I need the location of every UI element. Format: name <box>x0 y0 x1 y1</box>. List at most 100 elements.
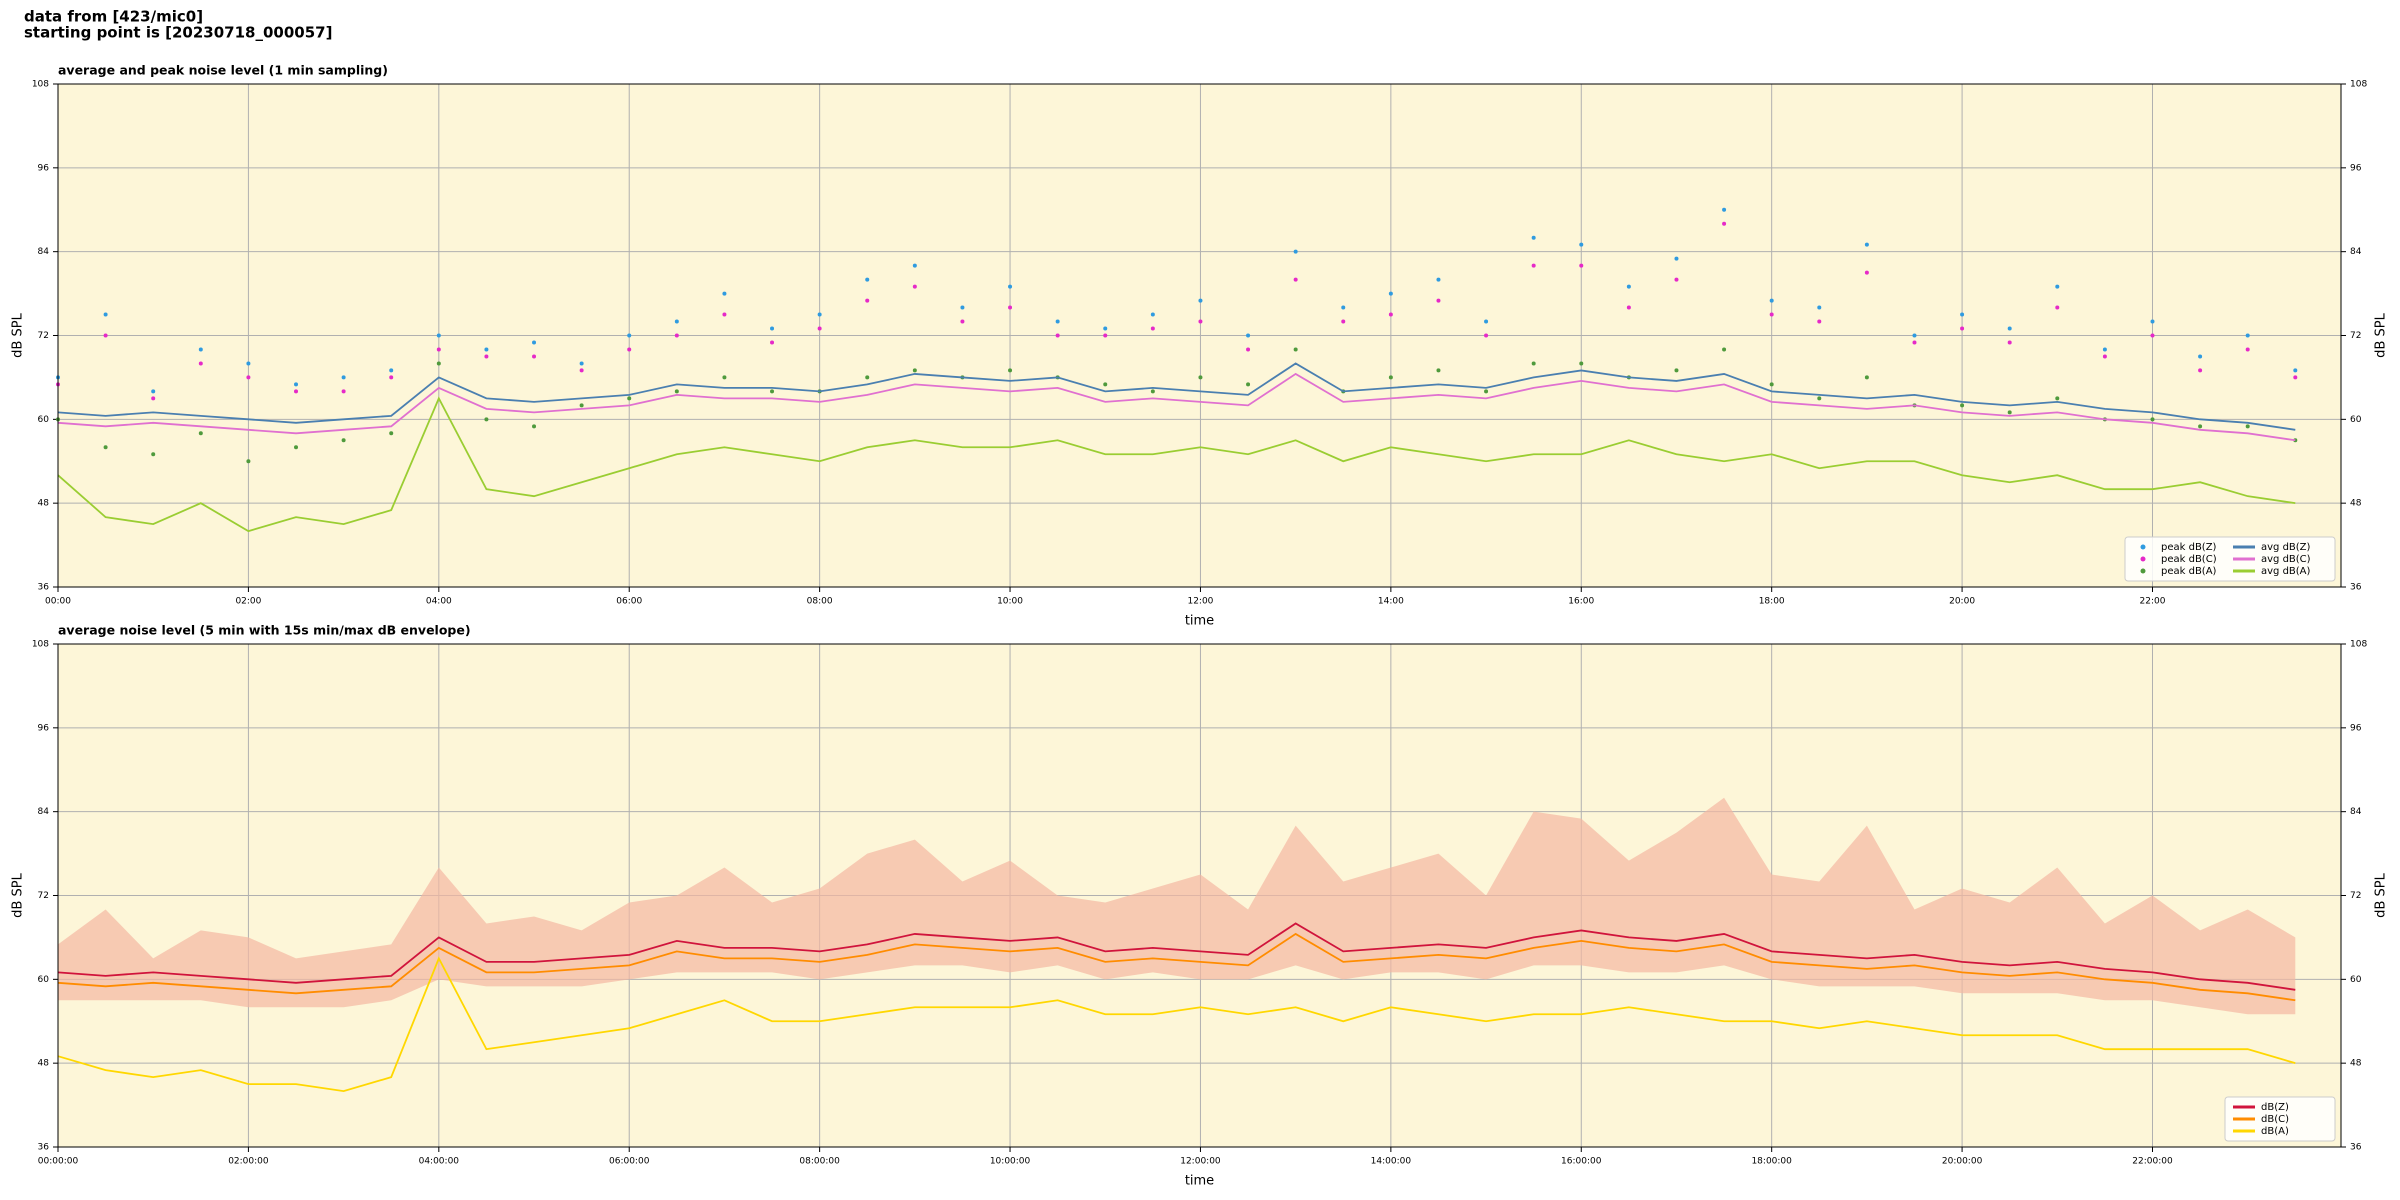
x-tick-label: 22:00:00 <box>2132 1157 2173 1167</box>
y-tick-label: 72 <box>38 891 49 901</box>
peak-point <box>341 389 346 394</box>
peak-point <box>246 375 251 380</box>
peak-point <box>627 333 632 338</box>
peak-point <box>1008 305 1013 310</box>
peak-point <box>1769 298 1774 303</box>
y2-tick-label: 36 <box>2350 583 2362 593</box>
y-tick-label: 36 <box>38 1143 50 1153</box>
x-tick-label: 20:00 <box>1949 597 1975 607</box>
peak-point <box>1579 361 1584 366</box>
plot-frame <box>57 643 2342 1148</box>
y-tick-label: 96 <box>38 723 50 733</box>
peak-point <box>246 361 251 366</box>
peak-point <box>341 438 346 443</box>
peak-point <box>1531 263 1536 268</box>
peak-point <box>579 361 584 366</box>
legend-label: peak dB(C) <box>2161 554 2217 565</box>
y2-tick-label: 96 <box>2350 163 2362 173</box>
x-tick-label: 12:00:00 <box>1180 1157 1221 1167</box>
peak-point <box>2102 354 2107 359</box>
peak-point <box>151 452 156 457</box>
peak-point <box>2150 417 2155 422</box>
peak-point <box>2150 319 2155 324</box>
peak-point <box>1531 235 1536 240</box>
x-tick-label: 18:00:00 <box>1751 1157 1792 1167</box>
legend-label: avg dB(A) <box>2261 566 2311 577</box>
peak-point <box>389 375 394 380</box>
peak-point <box>246 459 251 464</box>
peak-point <box>2055 305 2060 310</box>
peak-point <box>1198 375 1203 380</box>
peak-point <box>1531 361 1536 366</box>
peak-point <box>1198 298 1203 303</box>
y2-tick-label: 108 <box>2350 640 2367 650</box>
peak-point <box>2198 424 2203 429</box>
peak-point <box>770 389 775 394</box>
peak-point <box>1293 249 1298 254</box>
peak-point <box>532 340 537 345</box>
y-tick-label: 108 <box>32 80 49 90</box>
peak-point <box>532 354 537 359</box>
peak-point <box>817 312 822 317</box>
peak-point <box>1198 319 1203 324</box>
peak-point <box>627 347 632 352</box>
peak-point <box>674 389 679 394</box>
peak-point <box>865 277 870 282</box>
legend-label: peak dB(Z) <box>2161 542 2217 553</box>
legend-label: dB(A) <box>2261 1126 2289 1137</box>
x-tick-label: 08:00:00 <box>799 1157 840 1167</box>
x-tick-label: 16:00:00 <box>1561 1157 1602 1167</box>
peak-point <box>960 319 965 324</box>
peak-point <box>341 375 346 380</box>
series-line <box>57 922 2296 991</box>
x-tick-label: 22:00 <box>2140 597 2166 607</box>
peak-point <box>1817 319 1822 324</box>
peak-point <box>1579 242 1584 247</box>
peak-point <box>1769 382 1774 387</box>
y-tick-label: 60 <box>38 975 50 985</box>
peak-point <box>722 291 727 296</box>
peak-point <box>1388 291 1393 296</box>
chart-title: average and peak noise level (1 min samp… <box>58 63 388 78</box>
envelope-area <box>58 797 2296 1015</box>
peak-point <box>1674 368 1679 373</box>
x-tick-label: 20:00:00 <box>1942 1157 1983 1167</box>
peak-point <box>2245 333 2250 338</box>
peak-point <box>198 361 203 366</box>
peak-point <box>1484 319 1489 324</box>
peak-point <box>1912 340 1917 345</box>
y2-tick-label: 108 <box>2350 80 2367 90</box>
peak-point <box>1864 270 1869 275</box>
peak-point <box>389 368 394 373</box>
x-tick-label: 04:00 <box>426 597 452 607</box>
peak-point <box>2102 347 2107 352</box>
x-tick-label: 00:00 <box>45 597 71 607</box>
peak-point <box>1246 382 1251 387</box>
x-tick-label: 06:00 <box>616 597 642 607</box>
peak-point <box>960 305 965 310</box>
legend-label: avg dB(Z) <box>2261 542 2311 553</box>
y2-axis-label: dB SPL <box>2374 312 2389 357</box>
y-axis-label: dB SPL <box>11 312 26 357</box>
peak-point <box>1484 389 1489 394</box>
peak-point <box>151 389 156 394</box>
peak-point <box>770 340 775 345</box>
y-tick-label: 108 <box>32 640 49 650</box>
y2-tick-label: 84 <box>2350 807 2362 817</box>
peak-point <box>1912 333 1917 338</box>
peak-point <box>722 375 727 380</box>
peak-point <box>1008 284 1013 289</box>
peak-point <box>1150 326 1155 331</box>
peak-point <box>2198 368 2203 373</box>
y-tick-label: 84 <box>38 807 50 817</box>
x-tick-label: 16:00 <box>1568 597 1594 607</box>
series-line <box>57 362 2296 431</box>
x-tick-label: 02:00:00 <box>228 1157 269 1167</box>
peak-point <box>1103 382 1108 387</box>
peak-point <box>1103 326 1108 331</box>
header-line: data from [423/mic0] <box>24 8 203 26</box>
peak-point <box>579 403 584 408</box>
y-axis-label: dB SPL <box>11 872 26 917</box>
peak-point <box>1388 312 1393 317</box>
